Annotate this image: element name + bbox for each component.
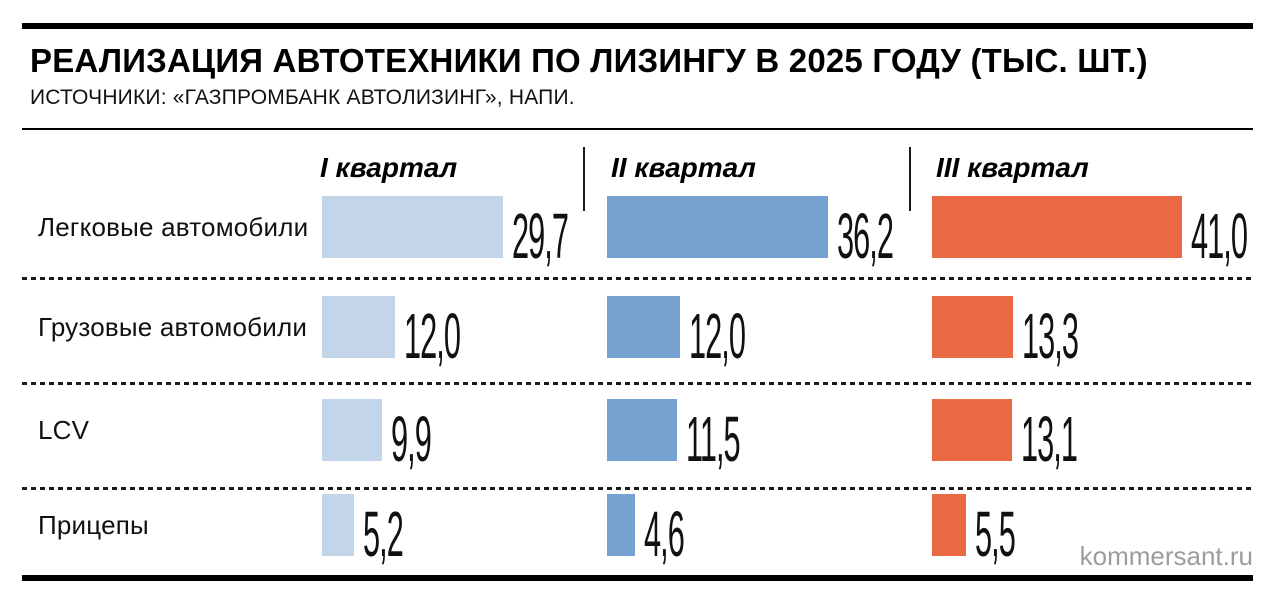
bar-value: 5,2 <box>363 498 404 570</box>
bar-q1 <box>322 399 382 461</box>
bar-q2 <box>607 196 828 258</box>
bar-q3 <box>932 494 966 556</box>
bar-value: 4,6 <box>644 498 685 570</box>
bottom-rule <box>22 575 1253 581</box>
column-header-quarter-3: III квартал <box>936 152 1089 183</box>
bar-value: 5,5 <box>975 498 1016 570</box>
bar-group: 36,2 <box>607 196 954 268</box>
row-label-passenger-cars: Легковые автомобили <box>38 212 309 242</box>
bar-group: 9,9 <box>322 399 474 471</box>
row-separator <box>22 382 1253 385</box>
bar-value: 12,0 <box>689 300 746 372</box>
bar-q1 <box>322 196 503 258</box>
bar-group: 4,6 <box>607 494 727 566</box>
row-label-lcv: LCV <box>38 415 90 445</box>
sources-line: ИСТОЧНИКИ: «ГАЗПРОМБАНК АВТОЛИЗИНГ», НАП… <box>30 86 575 109</box>
bar-q1 <box>322 296 395 358</box>
bar-q3 <box>932 399 1012 461</box>
bar-q2 <box>607 399 677 461</box>
row-label-trailers: Прицепы <box>38 510 149 540</box>
bar-group: 29,7 <box>322 196 629 268</box>
bar-q2 <box>607 296 680 358</box>
bar-q1 <box>322 494 354 556</box>
column-divider-tick-2 <box>909 147 911 211</box>
bar-group: 41,0 <box>932 196 1280 268</box>
row-separator <box>22 277 1253 280</box>
bar-value: 13,1 <box>1021 403 1078 475</box>
bar-value: 13,3 <box>1022 300 1079 372</box>
header-divider-rule <box>22 128 1253 130</box>
bar-group: 11,5 <box>607 399 798 471</box>
bar-group: 5,5 <box>932 494 1058 566</box>
bar-group: 12,0 <box>607 296 806 368</box>
row-separator <box>22 487 1253 490</box>
bar-value: 11,5 <box>686 403 741 475</box>
row-label-trucks: Грузовые автомобили <box>38 312 308 342</box>
bar-value: 9,9 <box>391 403 432 475</box>
bar-group: 13,3 <box>932 296 1139 368</box>
bar-q2 <box>607 494 635 556</box>
bar-q3 <box>932 196 1182 258</box>
bar-group: 5,2 <box>322 494 446 566</box>
bar-value: 41,0 <box>1191 200 1248 272</box>
bar-group: 12,0 <box>322 296 521 368</box>
bar-value: 12,0 <box>404 300 461 372</box>
kommersant-watermark: kommersant.ru <box>1079 541 1253 571</box>
column-divider-tick-1 <box>583 147 585 211</box>
bar-value: 29,7 <box>512 200 569 272</box>
bar-group: 13,1 <box>932 399 1138 471</box>
chart-title: РЕАЛИЗАЦИЯ АВТОТЕХНИКИ ПО ЛИЗИНГУ В 2025… <box>30 42 1148 79</box>
column-header-quarter-2: II квартал <box>611 152 756 183</box>
column-header-quarter-1: I квартал <box>320 152 458 183</box>
bar-value: 36,2 <box>837 200 894 272</box>
top-rule <box>22 23 1253 29</box>
bar-q3 <box>932 296 1013 358</box>
